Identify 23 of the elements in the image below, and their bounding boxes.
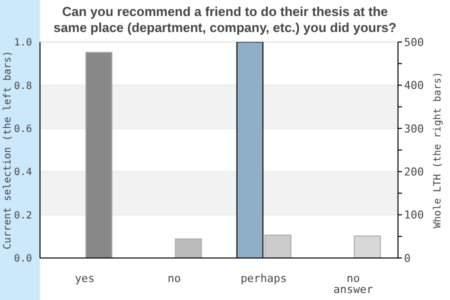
- y-tick-label: 0.0: [14, 254, 32, 265]
- y-tick-label: 0.4: [14, 167, 32, 178]
- y2-tick-label: 100: [404, 208, 424, 222]
- y2-tick-label: 400: [404, 79, 424, 92]
- x-tick-label: perhaps: [240, 272, 287, 285]
- bar: [85, 52, 112, 258]
- y-tick-label: 0.8: [14, 80, 32, 92]
- x-tick-label: no: [168, 272, 181, 285]
- y-axis-title: Current selection (the left bars): [2, 50, 14, 250]
- y-tick-label: 0.2: [14, 210, 32, 222]
- y2-axis-title: Whole LTH (the right bars): [432, 72, 444, 228]
- bar: [264, 234, 292, 258]
- x-tick-label: yes: [74, 272, 95, 285]
- y2-tick-label: 0: [404, 252, 411, 265]
- chart-title: Can you recommend a friend to do their thesis at the same place (department, company, etc.) you did yours?: [52, 4, 398, 36]
- x-tick-label: no answer: [333, 272, 374, 296]
- y2-tick-label: 500: [404, 36, 424, 49]
- y2-tick-label: 200: [404, 166, 424, 179]
- y-tick-label: 1.0: [14, 38, 32, 49]
- bar: [174, 238, 202, 258]
- y2-tick-label: 300: [404, 122, 424, 136]
- y-tick-label: 0.6: [14, 124, 32, 135]
- bar: [354, 235, 381, 258]
